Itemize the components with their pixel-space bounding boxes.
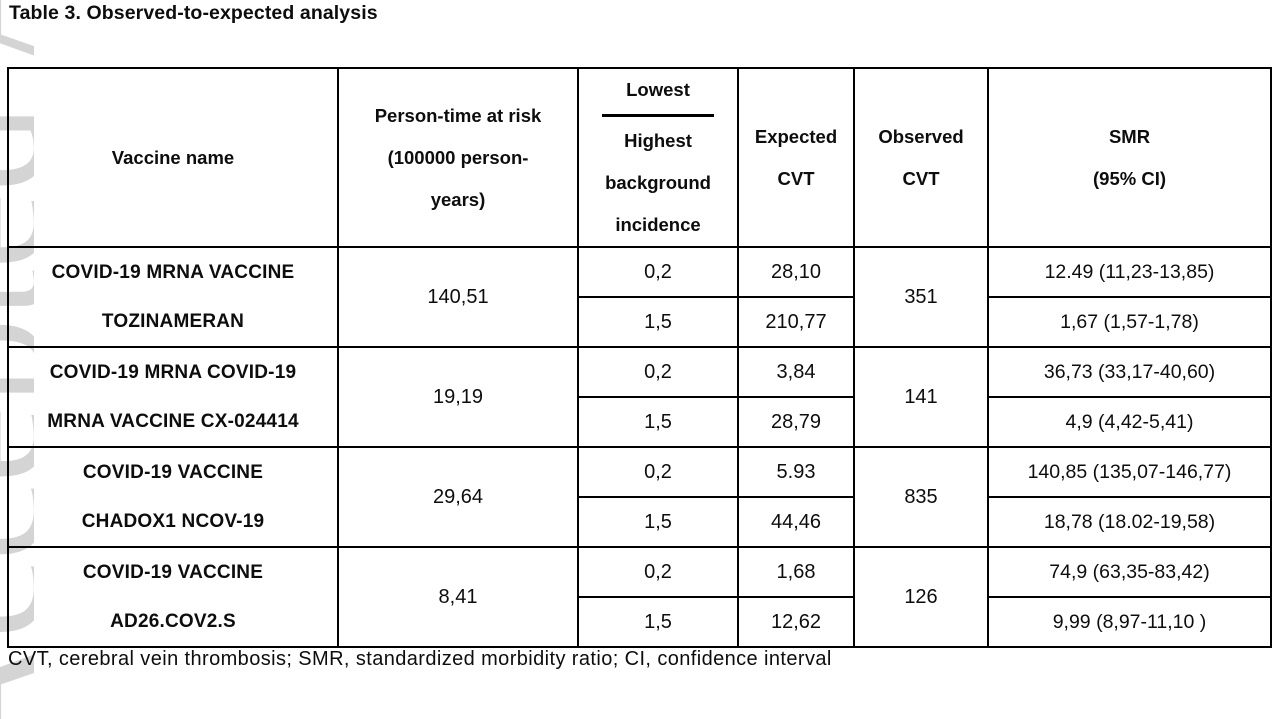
smr-cell: 140,85 (135,07-146,77)	[987, 446, 1272, 498]
col-header-person-time: Person-time at risk (100000 person- year…	[337, 67, 579, 248]
vaccine-name-line: TOZINAMERAN	[101, 311, 245, 332]
person-time-cell: 19,19	[337, 346, 579, 448]
col-header-vaccine-name: Vaccine name	[7, 67, 339, 248]
vaccine-name-cell: COVID-19 MRNA VACCINE TOZINAMERAN	[7, 246, 339, 348]
table-subrow: 1,5 12,62 9,99 (8,97-11,10 )	[8, 596, 1272, 648]
header-line: Observed	[878, 125, 964, 147]
incidence-numerator: Lowest	[626, 79, 690, 100]
header-line: SMR	[1108, 125, 1151, 147]
incidence-cell: 1,5	[577, 596, 739, 648]
table-caption: Table 3. Observed-to-expected analysis	[9, 2, 378, 24]
vaccine-name-cell: COVID-19 VACCINE AD26.COV2.S	[7, 546, 339, 648]
col-header-expected-cvt: Expected CVT	[737, 67, 855, 248]
vaccine-name-line: CHADOX1 NCOV-19	[81, 511, 265, 532]
expected-cvt-cell: 44,46	[737, 496, 855, 548]
observed-to-expected-table: Vaccine name Person-time at risk (100000…	[7, 67, 1272, 648]
col-header-observed-cvt: Observed CVT	[853, 67, 989, 248]
incidence-cell: 1,5	[577, 296, 739, 348]
expected-cvt-cell: 1,68	[737, 546, 855, 598]
smr-cell: 18,78 (18.02-19,58)	[987, 496, 1272, 548]
incidence-cell: 0,2	[577, 446, 739, 498]
header-line: years)	[430, 188, 486, 210]
vaccine-name-line: MRNA VACCINE CX-024414	[47, 411, 299, 432]
incidence-cell: 0,2	[577, 346, 739, 398]
table-subrow: 1,5 210,77 1,67 (1,57-1,78)	[8, 296, 1272, 348]
header-line: CVT	[777, 167, 815, 189]
incidence-cell: 0,2	[577, 546, 739, 598]
header-row: Vaccine name Person-time at risk (100000…	[7, 67, 1272, 248]
header-line: Person-time at risk	[374, 104, 542, 126]
table-row: COVID-19 MRNA COVID-19 MRNA VACCINE CX-0…	[7, 346, 1272, 448]
incidence-cell: 0,2	[577, 246, 739, 298]
table-row: COVID-19 VACCINE CHADOX1 NCOV-19 29,64 0…	[7, 446, 1272, 548]
header-line: Vaccine name	[111, 146, 235, 168]
abbreviations-footnote: CVT, cerebral vein thrombosis; SMR, stan…	[8, 648, 832, 670]
vaccine-name-line: COVID-19 VACCINE	[82, 462, 264, 483]
observed-cvt-cell: 141	[853, 346, 989, 448]
vaccine-name-cell: COVID-19 VACCINE CHADOX1 NCOV-19	[7, 446, 339, 548]
incidence-cell: 1,5	[577, 496, 739, 548]
table-subrow: 1,5 28,79 4,9 (4,42-5,41)	[8, 396, 1272, 448]
header-line: incidence	[615, 214, 701, 235]
observed-cvt-cell: 126	[853, 546, 989, 648]
person-time-cell: 8,41	[337, 546, 579, 648]
header-line: CVT	[902, 167, 940, 189]
expected-cvt-cell: 28,79	[737, 396, 855, 448]
expected-cvt-cell: 12,62	[737, 596, 855, 648]
header-line: background	[605, 172, 711, 193]
vaccine-name-line: COVID-19 VACCINE	[82, 562, 264, 583]
person-time-cell: 140,51	[337, 246, 579, 348]
expected-cvt-cell: 28,10	[737, 246, 855, 298]
table-row: COVID-19 MRNA VACCINE TOZINAMERAN 140,51…	[7, 246, 1272, 348]
smr-cell: 4,9 (4,42-5,41)	[987, 396, 1272, 448]
header-line: Expected	[754, 125, 838, 147]
vaccine-name-line: AD26.COV2.S	[110, 611, 236, 632]
observed-cvt-cell: 835	[853, 446, 989, 548]
col-header-background-incidence: Lowest Highest background incidence	[577, 67, 739, 248]
table-row: COVID-19 VACCINE AD26.COV2.S 8,41 0,2 1,…	[7, 546, 1272, 648]
person-time-cell: 29,64	[337, 446, 579, 548]
smr-cell: 74,9 (63,35-83,42)	[987, 546, 1272, 598]
vaccine-name-line: COVID-19 MRNA COVID-19	[49, 362, 297, 383]
smr-cell: 12.49 (11,23-13,85)	[987, 246, 1272, 298]
expected-cvt-cell: 210,77	[737, 296, 855, 348]
fraction-bar	[602, 114, 714, 117]
smr-cell: 36,73 (33,17-40,60)	[987, 346, 1272, 398]
expected-cvt-cell: 3,84	[737, 346, 855, 398]
incidence-cell: 1,5	[577, 396, 739, 448]
header-line: (95% CI)	[1093, 167, 1166, 189]
header-line: (100000 person-	[387, 146, 529, 168]
smr-cell: 1,67 (1,57-1,78)	[987, 296, 1272, 348]
table-subrow: 1,5 44,46 18,78 (18.02-19,58)	[8, 496, 1272, 548]
smr-cell: 9,99 (8,97-11,10 )	[987, 596, 1272, 648]
vaccine-name-line: COVID-19 MRNA VACCINE	[51, 262, 295, 283]
expected-cvt-cell: 5.93	[737, 446, 855, 498]
observed-cvt-cell: 351	[853, 246, 989, 348]
header-line: Highest	[624, 130, 692, 151]
vaccine-name-cell: COVID-19 MRNA COVID-19 MRNA VACCINE CX-0…	[7, 346, 339, 448]
col-header-smr: SMR (95% CI)	[987, 67, 1272, 248]
